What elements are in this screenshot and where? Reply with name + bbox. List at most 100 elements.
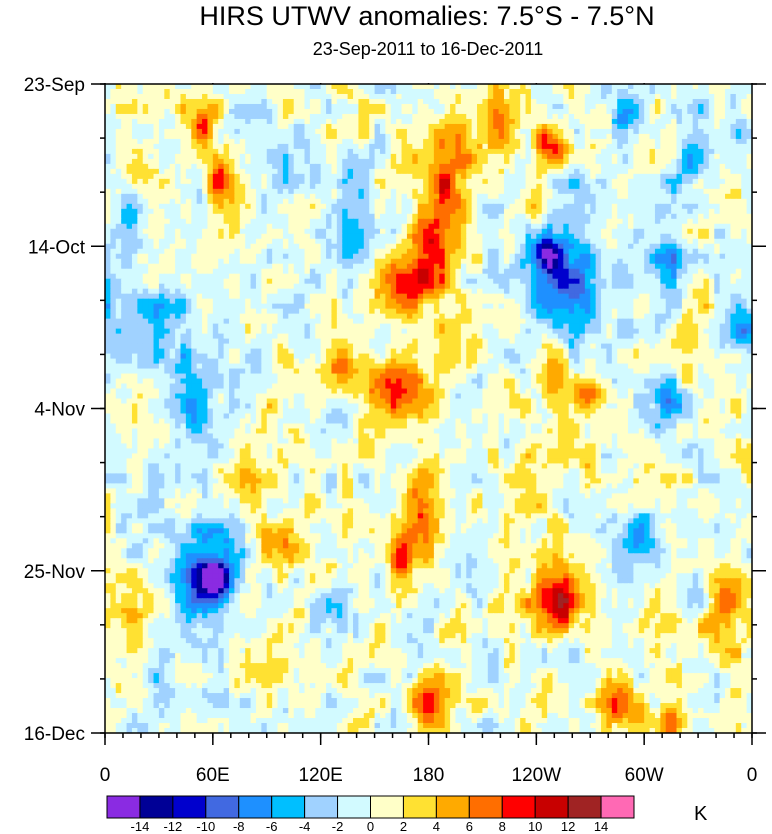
heatmap-cell [579, 88, 586, 95]
heatmap-cell [148, 123, 155, 130]
heatmap-cell [137, 223, 144, 230]
heatmap-cell [126, 228, 133, 235]
heatmap-cell [369, 108, 376, 115]
heatmap-cell [326, 268, 333, 275]
heatmap-cell [374, 93, 381, 100]
heatmap-cell [191, 98, 198, 105]
heatmap-cell [105, 243, 111, 250]
heatmap-cell [105, 98, 111, 105]
heatmap-cell [601, 113, 608, 120]
heatmap-cell [202, 223, 209, 230]
heatmap-cell [385, 273, 392, 280]
heatmap-cell [433, 208, 440, 215]
heatmap-cell [568, 283, 575, 290]
heatmap-cell [282, 128, 289, 135]
heatmap-cell [175, 143, 182, 150]
heatmap-cell [654, 263, 661, 270]
heatmap-cell [433, 113, 440, 120]
heatmap-cell [601, 213, 608, 220]
heatmap-cell [439, 133, 446, 140]
heatmap-cell [202, 153, 209, 160]
heatmap-cell [105, 288, 111, 295]
heatmap-cell [595, 178, 602, 185]
heatmap-cell [654, 108, 661, 115]
heatmap-cell [185, 213, 192, 220]
heatmap-cell [180, 193, 187, 200]
heatmap-cell [428, 218, 435, 225]
heatmap-cell [568, 113, 575, 120]
heatmap-cell [692, 118, 699, 125]
heatmap-cell [320, 248, 327, 255]
heatmap-cell [557, 203, 564, 210]
heatmap-cell [601, 258, 608, 265]
heatmap-cell [261, 233, 268, 240]
heatmap-cell [433, 108, 440, 115]
heatmap-cell [396, 278, 403, 285]
heatmap-cell [363, 238, 370, 245]
heatmap-cell [433, 183, 440, 190]
heatmap-cell [363, 223, 370, 230]
heatmap-cell [342, 238, 349, 245]
heatmap-cell [234, 213, 241, 220]
heatmap-cell [196, 198, 203, 205]
heatmap-cell [450, 218, 457, 225]
heatmap-cell [644, 98, 651, 105]
heatmap-cell [482, 88, 489, 95]
heatmap-cell [255, 283, 262, 290]
heatmap-cell [255, 128, 262, 135]
heatmap-cell [304, 228, 311, 235]
heatmap-cell [460, 153, 467, 160]
heatmap-cell [536, 128, 543, 135]
heatmap-cell [460, 103, 467, 110]
heatmap-cell [660, 188, 667, 195]
heatmap-cell [601, 84, 608, 90]
heatmap-cell [196, 233, 203, 240]
heatmap-cell [148, 188, 155, 195]
heatmap-cell [525, 238, 532, 245]
heatmap-cell [218, 88, 225, 95]
heatmap-cell [444, 223, 451, 230]
heatmap-cell [245, 253, 252, 260]
heatmap-cell [266, 153, 273, 160]
heatmap-cell [185, 148, 192, 155]
heatmap-cell [299, 168, 306, 175]
heatmap-cell [417, 153, 424, 160]
heatmap-cell [644, 258, 651, 265]
heatmap-cell [622, 168, 629, 175]
heatmap-cell [730, 193, 737, 200]
heatmap-cell [277, 263, 284, 270]
heatmap-cell [158, 213, 165, 220]
heatmap-cell [299, 133, 306, 140]
heatmap-cell [671, 198, 678, 205]
heatmap-cell [309, 198, 316, 205]
heatmap-cell [342, 84, 349, 90]
heatmap-cell [331, 268, 338, 275]
heatmap-cell [164, 133, 171, 140]
heatmap-cell [708, 193, 715, 200]
heatmap-cell [660, 163, 667, 170]
heatmap-cell [644, 228, 651, 235]
heatmap-cell [320, 93, 327, 100]
heatmap-cell [493, 238, 500, 245]
heatmap-cell [638, 268, 645, 275]
heatmap-cell [568, 228, 575, 235]
heatmap-cell [272, 173, 279, 180]
heatmap-cell [406, 198, 413, 205]
heatmap-cell [207, 133, 214, 140]
heatmap-cell [277, 153, 284, 160]
heatmap-cell [110, 153, 117, 160]
heatmap-cell [288, 143, 295, 150]
heatmap-cell [676, 268, 683, 275]
heatmap-cell [514, 208, 521, 215]
heatmap-cell [390, 258, 397, 265]
heatmap-cell [676, 273, 683, 280]
heatmap-cell [595, 198, 602, 205]
heatmap-cell [477, 163, 484, 170]
heatmap-cell [245, 223, 252, 230]
heatmap-cell [309, 278, 316, 285]
heatmap-cell [514, 198, 521, 205]
heatmap-cell [401, 198, 408, 205]
heatmap-cell [137, 118, 144, 125]
heatmap-cell [644, 103, 651, 110]
heatmap-cell [342, 208, 349, 215]
